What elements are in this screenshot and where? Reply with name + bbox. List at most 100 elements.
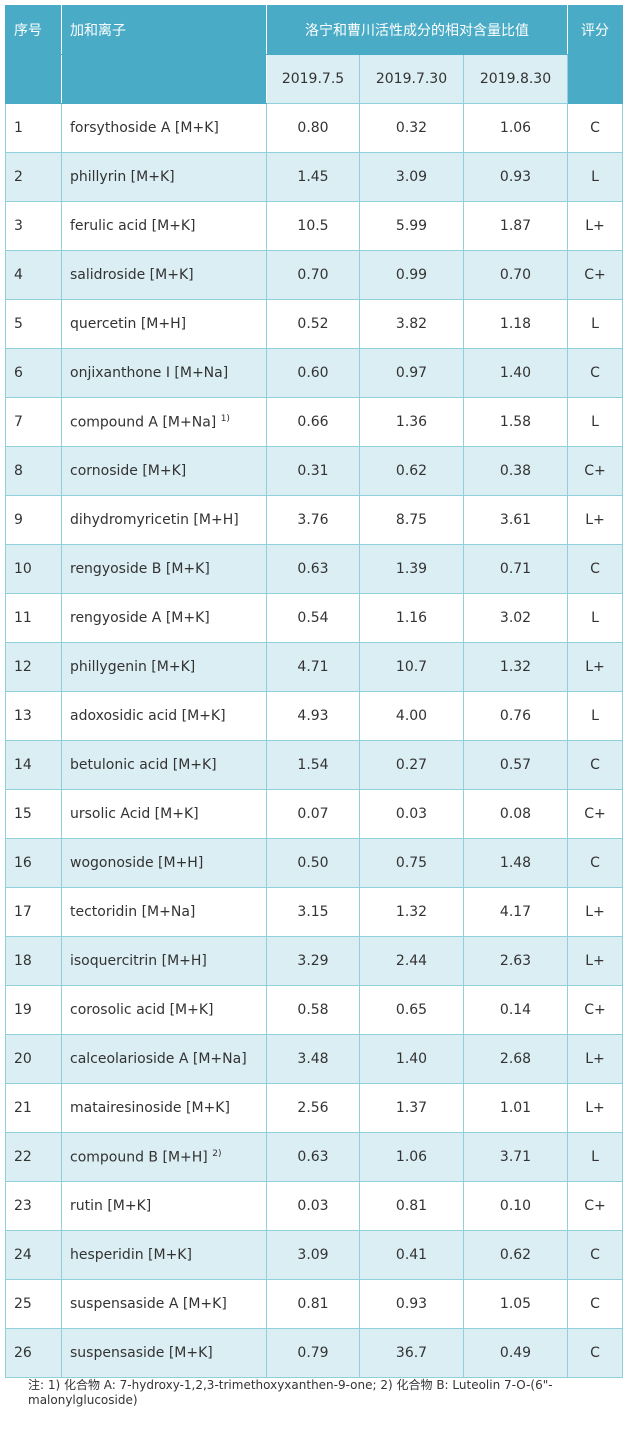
ratio-value: 1.06 [359,1132,464,1182]
compound-name: isoquercitrin [M+H] [61,936,267,986]
compound-name: ursolic Acid [M+K] [61,789,267,839]
table-row: 7 compound A [M+Na] 1) 0.66 1.36 1.58 L [5,397,624,447]
score: L [567,691,624,741]
ratio-value: 2.56 [266,1083,360,1133]
compound-name: rengyoside B [M+K] [61,544,267,594]
ratio-value: 0.71 [462,544,569,594]
ratio-value: 0.63 [266,544,360,594]
score: L [567,152,624,202]
ratio-value: 0.63 [266,1132,360,1182]
compound-label: forsythoside A [M+K] [70,120,219,136]
compound-name: dihydromyricetin [M+H] [61,495,267,545]
ratio-value: 0.27 [359,740,464,790]
row-no: 18 [5,936,62,986]
table-row: 23 rutin [M+K] 0.03 0.81 0.10 C+ [5,1181,624,1231]
header-blank [61,54,267,104]
footnote: 注: 1) 化合物 A: 7-hydroxy-1,2,3-trimethoxyx… [28,1378,553,1407]
header-ratio-group: 洛宁和曹川活性成分的相对含量比值 [265,5,569,55]
table-row: 14 betulonic acid [M+K] 1.54 0.27 0.57 C [5,740,624,790]
ratio-value: 0.99 [359,250,464,300]
table-row: 6 onjixanthone I [M+Na] 0.60 0.97 1.40 C [5,348,624,398]
row-no: 4 [5,250,62,300]
compound-label: rengyoside A [M+K] [70,610,210,626]
table-row: 24 hesperidin [M+K] 3.09 0.41 0.62 C [5,1230,624,1280]
ratio-value: 1.18 [462,299,569,349]
ratio-value: 1.58 [462,397,569,447]
compound-label: cornoside [M+K] [70,463,187,479]
ratio-value: 3.15 [266,887,360,937]
score: L [567,299,624,349]
ratio-value: 0.07 [266,789,360,839]
ratio-value: 0.65 [359,985,464,1035]
compound-name: phillygenin [M+K] [61,642,267,692]
row-no: 25 [5,1279,62,1329]
ratio-value: 0.60 [266,348,360,398]
table-row: 10 rengyoside B [M+K] 0.63 1.39 0.71 C [5,544,624,594]
ratio-value: 4.00 [359,691,464,741]
ratio-value: 0.62 [462,1230,569,1280]
ratio-value: 0.38 [462,446,569,496]
row-no: 10 [5,544,62,594]
row-no: 14 [5,740,62,790]
compound-label: suspensaside [M+K] [70,1345,213,1361]
compound-label: salidroside [M+K] [70,267,194,283]
compound-label: corosolic acid [M+K] [70,1002,214,1018]
compound-label: ferulic acid [M+K] [70,218,196,234]
compound-label: phillygenin [M+K] [70,659,196,675]
ratio-value: 0.93 [462,152,569,202]
compound-name: quercetin [M+H] [61,299,267,349]
score: C [567,1230,624,1280]
ratio-value: 1.39 [359,544,464,594]
ratio-value: 8.75 [359,495,464,545]
ratio-value: 0.32 [359,103,464,153]
ratio-value: 0.70 [462,250,569,300]
ratio-value: 3.09 [266,1230,360,1280]
ratio-value: 4.71 [266,642,360,692]
ratio-value: 1.48 [462,838,569,888]
compound-name: wogonoside [M+H] [61,838,267,888]
header-date: 2019.8.30 [462,54,569,104]
table-row: 1 forsythoside A [M+K] 0.80 0.32 1.06 C [5,103,624,153]
row-no: 20 [5,1034,62,1084]
compound-name: compound A [M+Na] 1) [61,397,267,447]
table-row: 17 tectoridin [M+Na] 3.15 1.32 4.17 L+ [5,887,624,937]
table-row: 9 dihydromyricetin [M+H] 3.76 8.75 3.61 L+ [5,495,624,545]
row-no: 8 [5,446,62,496]
row-no: 2 [5,152,62,202]
ratio-value: 4.93 [266,691,360,741]
ratio-value: 0.97 [359,348,464,398]
compound-name: rutin [M+K] [61,1181,267,1231]
compound-label: tectoridin [M+Na] [70,904,196,920]
ratio-value: 2.44 [359,936,464,986]
ratio-value: 1.40 [359,1034,464,1084]
ratio-value: 10.7 [359,642,464,692]
compound-label: rutin [M+K] [70,1198,152,1214]
ratio-value: 0.66 [266,397,360,447]
compound-name: corosolic acid [M+K] [61,985,267,1035]
ratio-value: 0.79 [266,1328,360,1378]
ratio-value: 3.29 [266,936,360,986]
ratio-value: 10.5 [266,201,360,251]
ratio-value: 1.36 [359,397,464,447]
compound-label: rengyoside B [M+K] [70,561,210,577]
compound-label: wogonoside [M+H] [70,855,204,871]
header-date: 2019.7.30 [359,54,464,104]
ratio-value: 0.03 [359,789,464,839]
compound-label: phillyrin [M+K] [70,169,175,185]
table-row: 13 adoxosidic acid [M+K] 4.93 4.00 0.76 L [5,691,624,741]
ratio-value: 0.52 [266,299,360,349]
ratio-value: 0.76 [462,691,569,741]
ratio-value: 3.61 [462,495,569,545]
ratio-value: 1.16 [359,593,464,643]
ratio-value: 1.54 [266,740,360,790]
ratio-value: 0.03 [266,1181,360,1231]
compound-label: hesperidin [M+K] [70,1247,192,1263]
table-row: 26 suspensaside [M+K] 0.79 36.7 0.49 C [5,1328,624,1378]
ratio-value: 0.10 [462,1181,569,1231]
score: C [567,838,624,888]
header-no: 序号 [5,5,62,55]
ratio-value: 36.7 [359,1328,464,1378]
ratio-value: 1.40 [462,348,569,398]
row-no: 19 [5,985,62,1035]
compound-name: phillyrin [M+K] [61,152,267,202]
